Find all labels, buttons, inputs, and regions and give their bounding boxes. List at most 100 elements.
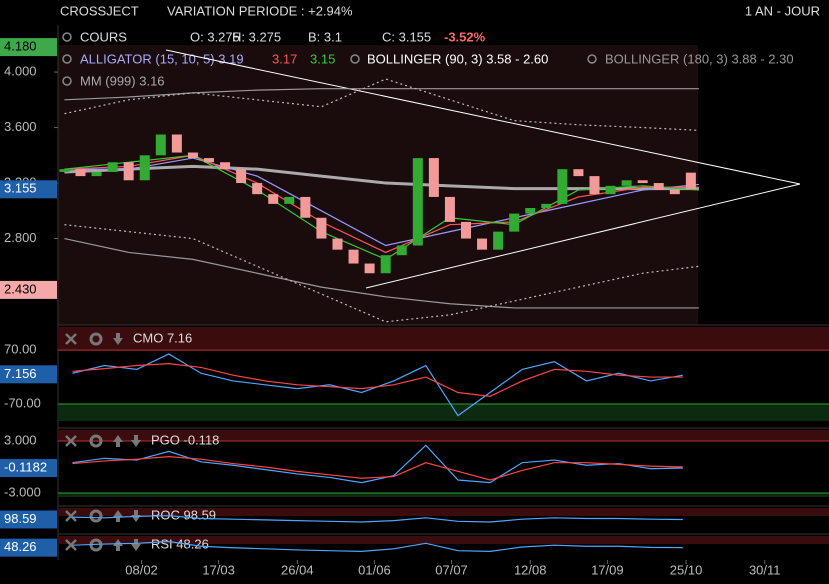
x-tick-label: 26/04	[281, 562, 314, 577]
candle	[187, 152, 198, 159]
candle	[637, 180, 648, 184]
move-down-icon[interactable]	[131, 539, 141, 551]
candle	[621, 180, 632, 186]
x-tick-label: 17/09	[591, 562, 624, 577]
x-tick-label: 12/08	[514, 562, 547, 577]
indicator-line	[64, 78, 699, 131]
candle	[316, 217, 327, 239]
y-tick-label: 3.600	[4, 119, 37, 134]
candle	[396, 245, 407, 256]
symbol: CROSSJECT	[60, 3, 139, 18]
legend-alligator-green: 3.15	[310, 51, 335, 66]
candle	[380, 255, 391, 274]
candle	[123, 162, 134, 181]
candle	[268, 194, 279, 204]
oversold-zone	[58, 493, 829, 497]
candle	[557, 169, 568, 204]
candle	[139, 155, 150, 181]
x-tick-label: 07/07	[435, 562, 468, 577]
candle	[236, 169, 247, 184]
candle	[203, 158, 214, 163]
close-icon[interactable]	[65, 435, 77, 447]
candle	[460, 221, 471, 239]
move-down-icon[interactable]	[131, 435, 141, 447]
value-tag	[0, 538, 57, 557]
candle	[412, 158, 423, 246]
trendlines	[165, 49, 801, 289]
candle	[91, 171, 102, 177]
candle	[509, 213, 520, 232]
legend-change: -3.52%	[444, 29, 486, 44]
candle	[284, 196, 295, 204]
indicator-title: PGO -0.118	[151, 432, 219, 447]
candle	[589, 176, 600, 195]
indicator-title: RSI 48.26	[151, 536, 209, 551]
price-tag-label: 2.430	[4, 281, 37, 296]
candle	[348, 249, 359, 264]
candle	[252, 183, 263, 195]
legend-alligator-red: 3.17	[272, 51, 297, 66]
overbought-zone	[58, 327, 829, 351]
period[interactable]: 1 AN - JOUR	[745, 3, 820, 18]
price-tag	[0, 280, 57, 299]
y-tick-label: 3.000	[4, 432, 37, 447]
legend-close: C: 3.155	[382, 29, 431, 44]
move-down-icon[interactable]	[113, 333, 123, 345]
candle	[300, 196, 311, 218]
oscillator-line	[72, 540, 683, 553]
oscillator-line	[72, 444, 683, 484]
legend-mm: MM (999) 3.16	[80, 73, 165, 88]
x-tick-label: 01/06	[358, 562, 391, 577]
close-icon[interactable]	[65, 333, 77, 345]
value-tag-label: 98.59	[4, 511, 37, 526]
close-icon[interactable]	[65, 510, 77, 522]
legend-cours: COURS	[80, 29, 127, 44]
indicator-title: CMO 7.16	[133, 330, 192, 345]
candle	[477, 238, 488, 250]
candle	[220, 162, 231, 170]
price-tag	[0, 38, 57, 57]
price-tag-label: 4.180	[4, 39, 37, 54]
legend-bollinger: BOLLINGER (180, 3) 3.88 - 2.30	[605, 51, 794, 66]
settings-icon[interactable]	[89, 434, 103, 448]
price-tag-label: 3.155	[4, 181, 37, 196]
move-up-icon[interactable]	[113, 539, 123, 551]
value-tag-label: -0.1182	[4, 459, 47, 474]
panel-header	[58, 508, 829, 516]
settings-icon[interactable]	[89, 509, 103, 523]
y-tick-label: 70.00	[4, 342, 37, 357]
legend-high: H: 3.275	[232, 29, 281, 44]
candle	[541, 203, 552, 209]
x-tick-label: 30/11	[749, 562, 781, 577]
indicator-line	[64, 237, 699, 309]
legend-alligator: ALLIGATOR (15, 10, 5) 3.19	[80, 51, 244, 66]
move-up-icon[interactable]	[113, 435, 123, 447]
close-icon[interactable]	[65, 539, 77, 551]
candle	[59, 169, 70, 172]
legend-open: O: 3.275	[190, 29, 240, 44]
overbought-zone	[58, 430, 829, 442]
settings-icon[interactable]	[89, 332, 103, 346]
candle	[171, 134, 182, 153]
value-tag	[0, 365, 57, 384]
oscillator-line	[72, 515, 683, 523]
candle	[332, 238, 343, 250]
candle	[653, 183, 664, 190]
indicator-title: ROC 98.59	[151, 507, 216, 522]
candle	[605, 185, 616, 195]
legend-low: B: 3.1	[308, 29, 342, 44]
candle	[444, 196, 455, 222]
value-tag	[0, 510, 57, 529]
y-tick-label: -70.00	[4, 395, 41, 410]
value-tag-label: 48.26	[4, 539, 37, 554]
panel-header	[58, 536, 829, 544]
candle	[493, 231, 504, 250]
candle	[155, 134, 166, 156]
gear-icons[interactable]	[62, 32, 597, 86]
candle	[525, 208, 536, 214]
legend-bollinger: BOLLINGER (90, 3) 3.58 - 2.60	[367, 51, 548, 66]
move-up-icon[interactable]	[113, 510, 123, 522]
candle	[107, 162, 118, 172]
